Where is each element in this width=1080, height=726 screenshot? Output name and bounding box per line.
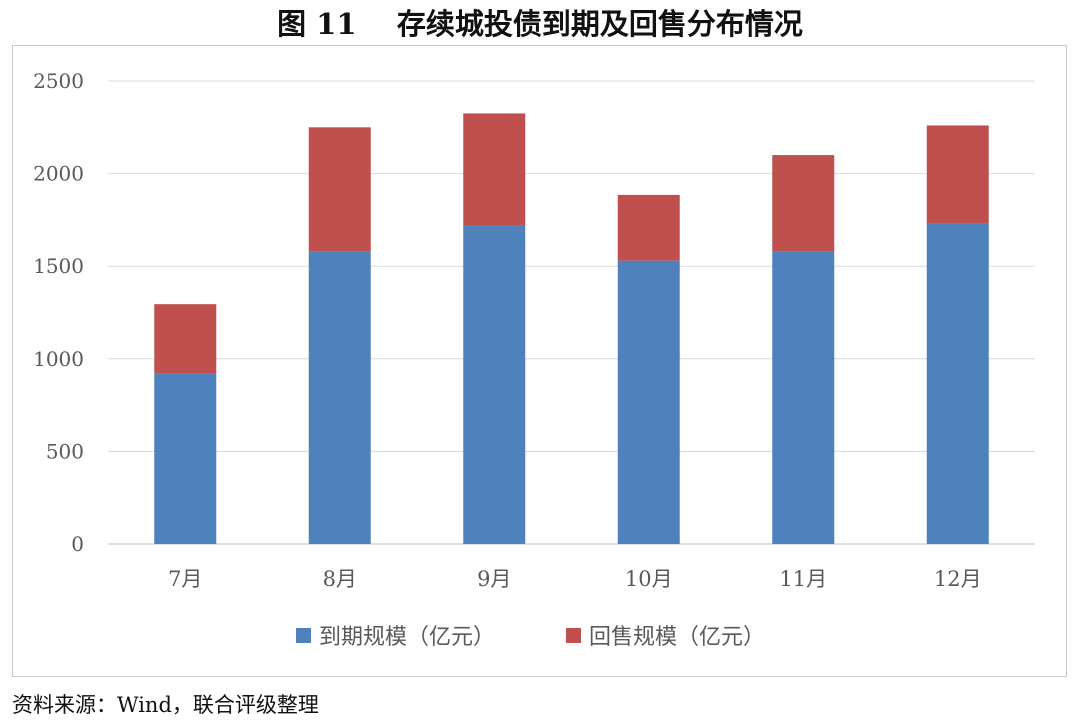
x-tick-label: 11月 [779,567,827,591]
x-tick-label: 10月 [625,567,673,591]
x-tick-label: 9月 [477,567,511,591]
bar-maturity [617,260,680,544]
x-tick-label: 12月 [934,567,982,591]
bar-putback [772,155,835,252]
source-note: 资料来源：Wind，联合评级整理 [12,693,319,717]
y-tick-label: 2000 [33,162,84,186]
bar-putback [308,127,371,252]
bar-maturity [308,251,371,544]
x-tick-label: 7月 [168,567,202,591]
y-tick-label: 1000 [33,347,84,371]
stacked-bar-chart: 0 500 1000 1500 2000 2500 7月 8月 9月 10月 11月 12月到期规模（… [33,69,1035,650]
bar-putback [926,125,989,224]
legend-label: 到期规模（亿元） [319,625,495,650]
bar-maturity [463,225,526,544]
bar-maturity [772,251,835,544]
legend-label: 回售规模（亿元） [589,625,765,650]
y-tick-label: 0 [71,532,84,556]
legend-swatch [296,628,311,643]
figure-title: 图 11 存续城投债到期及回售分布情况 [277,7,803,41]
bar-putback [617,194,680,261]
y-tick-label: 500 [46,439,84,463]
bar-maturity [154,373,217,544]
y-tick-label: 1500 [33,254,84,278]
y-tick-label: 2500 [33,69,84,93]
bar-maturity [926,223,989,544]
bar-putback [154,304,217,374]
bar-putback [463,113,526,226]
x-tick-label: 8月 [323,567,357,591]
legend-swatch [566,628,581,643]
